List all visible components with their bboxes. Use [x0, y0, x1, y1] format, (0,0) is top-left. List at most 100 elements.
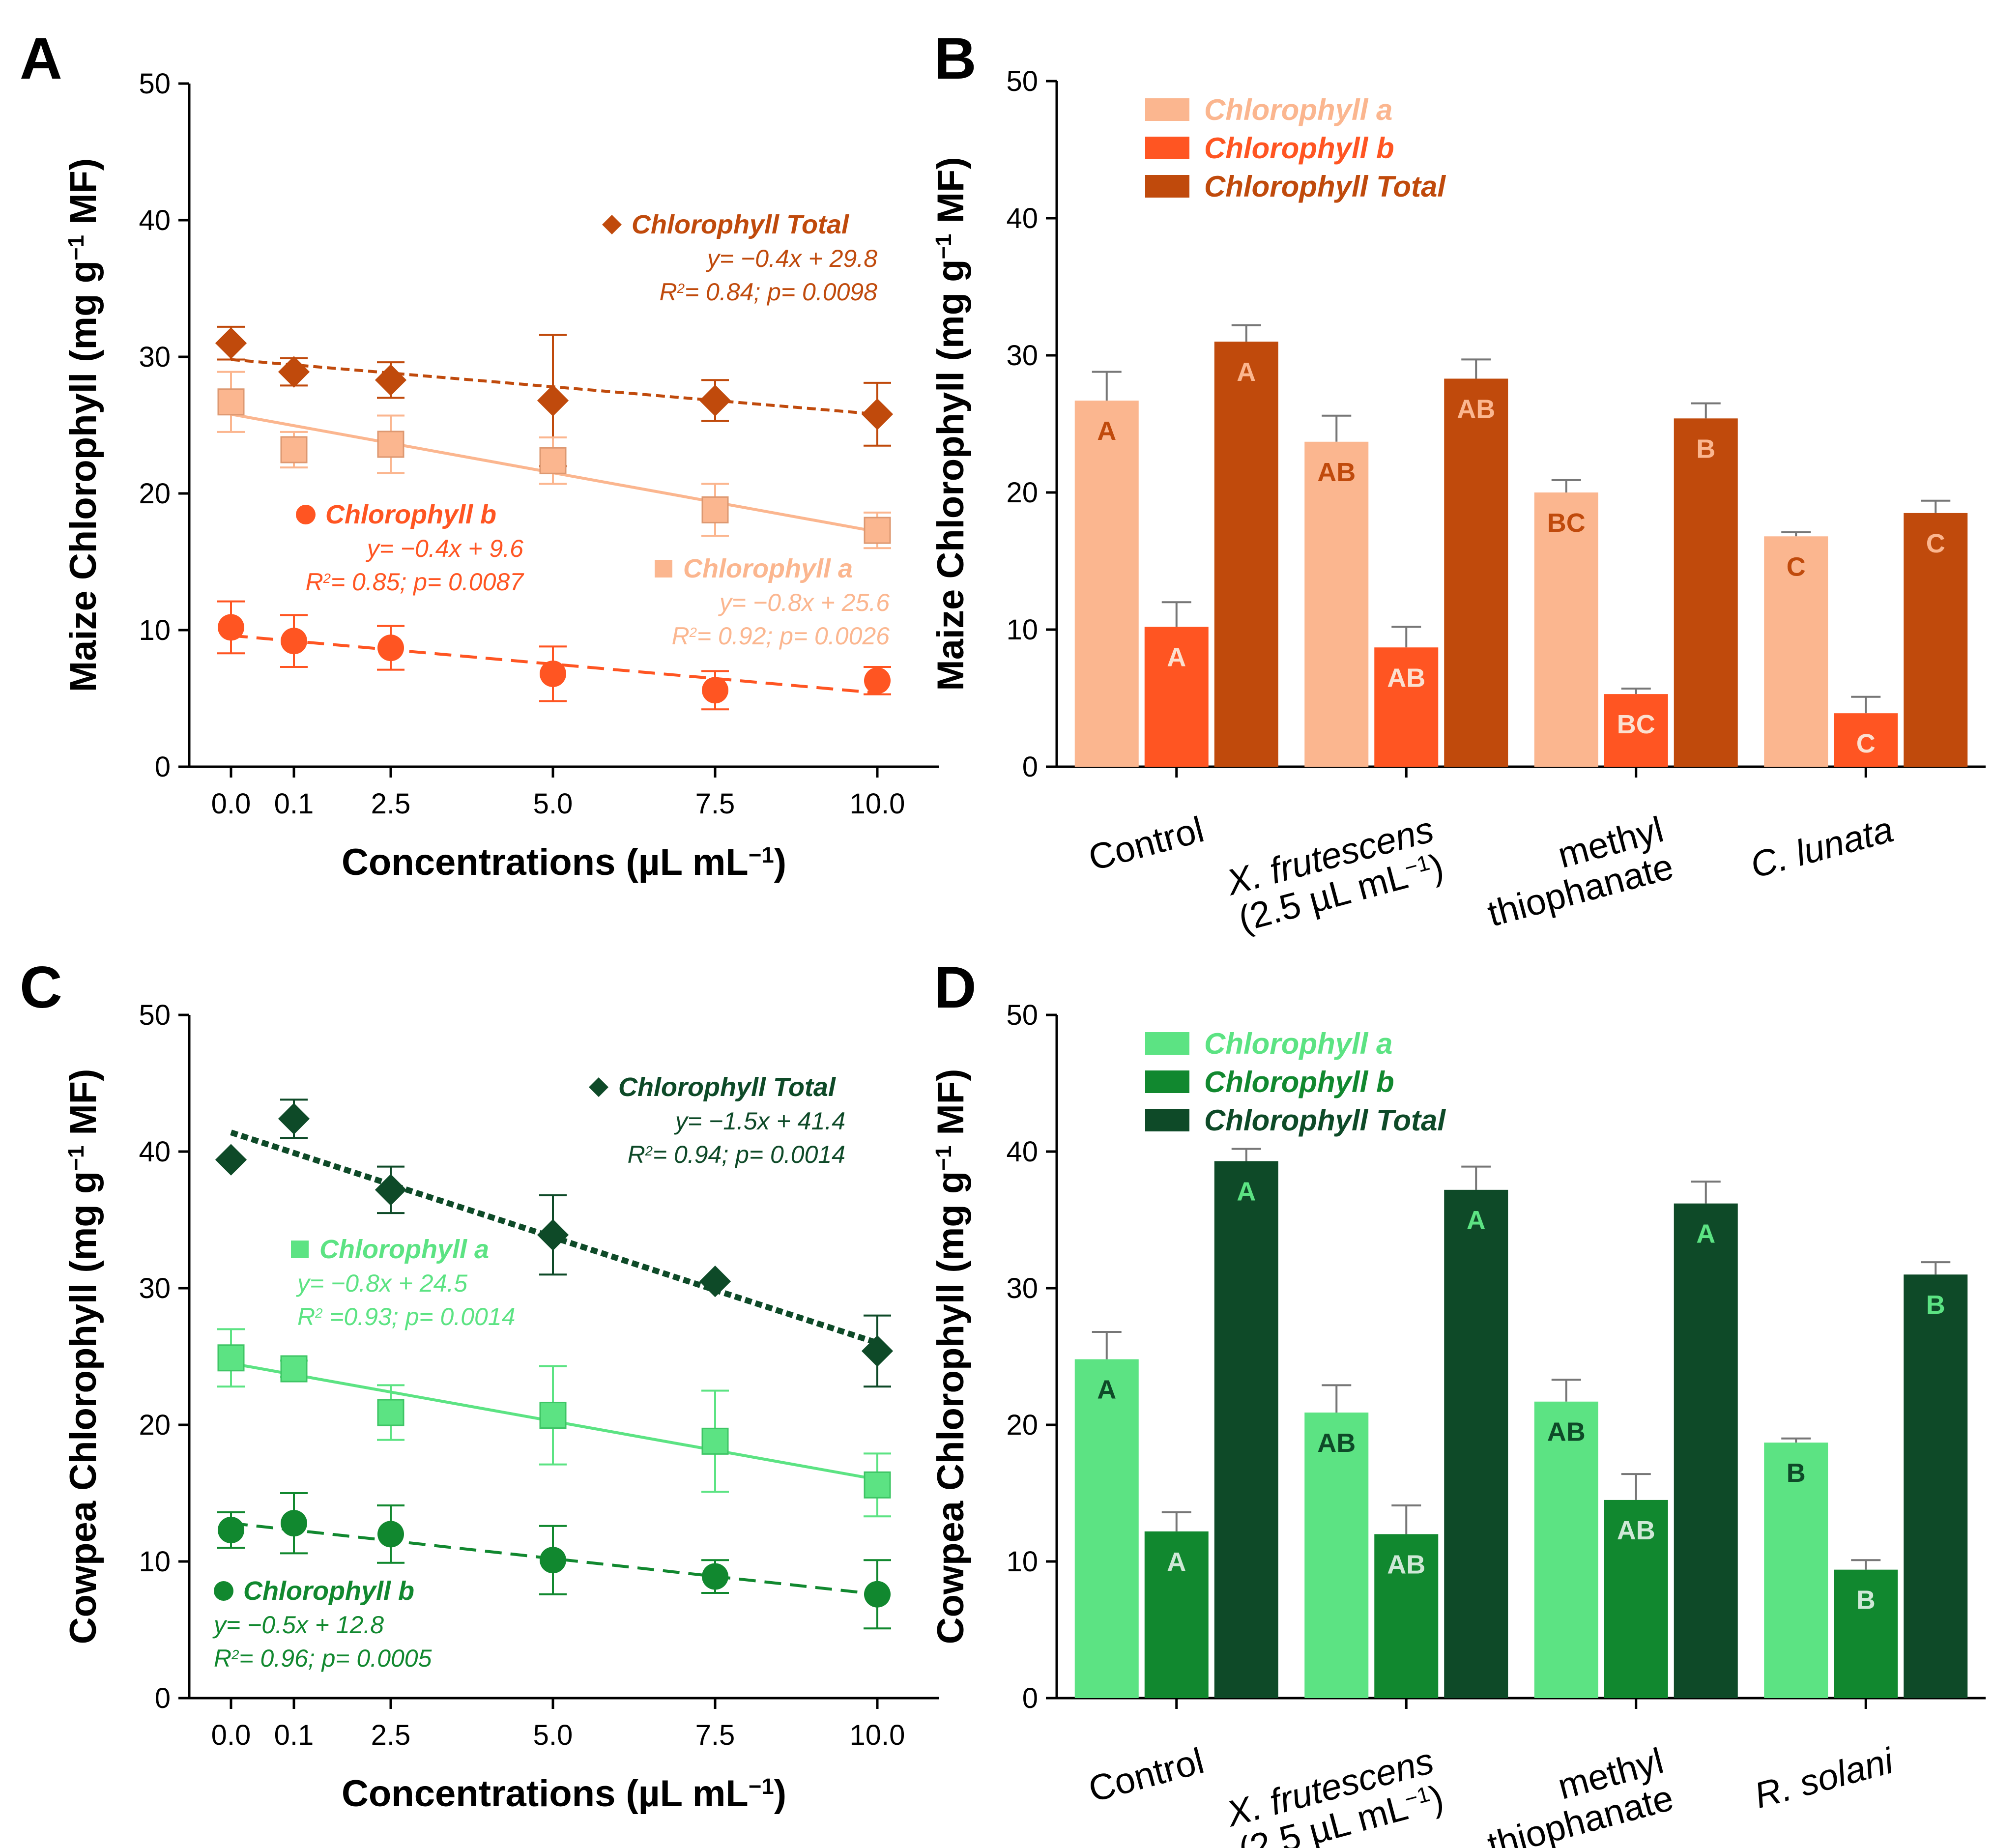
category-label: C. lunata	[1746, 808, 1898, 886]
panel-C: C 0 10 20 30 40 50 Cowpea Chlorophyll (mg g−1 M…	[20, 954, 939, 1815]
category-label-line: Control	[1084, 1740, 1208, 1810]
x-tick-label: 5.0	[533, 1719, 573, 1751]
regression-stats: R2 =0.93; p= 0.0014	[297, 1303, 515, 1330]
data-point	[215, 327, 247, 359]
x-tick-label: 0.1	[274, 1719, 314, 1751]
series-chlorophyll-b: Chlorophyll b y= −0.4x + 9.6 R2= 0.85; p= …	[217, 500, 891, 711]
bar	[1834, 713, 1898, 767]
legend-swatch	[1145, 98, 1189, 121]
bar	[1444, 1189, 1508, 1698]
bar	[1674, 1203, 1738, 1698]
data-point	[537, 384, 569, 417]
series-label: Chlorophyll b	[243, 1576, 414, 1606]
significance-letter: AB	[1387, 1550, 1425, 1579]
legend-marker	[296, 505, 316, 524]
bar	[1374, 647, 1439, 767]
bar	[1764, 536, 1828, 767]
bar	[1604, 694, 1668, 767]
regression-equation: y= −0.8x + 25.6	[718, 589, 890, 616]
category-label: Control	[1084, 1740, 1208, 1810]
data-point	[701, 496, 729, 523]
bar	[1144, 1531, 1209, 1698]
data-point	[281, 1510, 307, 1537]
data-point	[864, 1581, 891, 1608]
y-axis-title: Maize Chlorophyll (mg g−1 MF)	[930, 157, 972, 691]
data-point	[375, 364, 407, 396]
significance-letter: C	[1926, 529, 1945, 558]
significance-letter: C	[1856, 729, 1876, 758]
significance-letter: AB	[1617, 1516, 1655, 1545]
legend-swatch	[1145, 137, 1189, 159]
bar	[1674, 418, 1738, 767]
legend: Chlorophyll a Chlorophyll b Chlorophyll To…	[1145, 1027, 1446, 1137]
x-tick-label: 10.0	[850, 788, 905, 820]
bar	[1304, 441, 1369, 767]
significance-letter: A	[1237, 1177, 1256, 1206]
x-tick-label: 7.5	[695, 788, 735, 820]
x-tick-label: 5.0	[533, 788, 573, 820]
significance-letter: BC	[1617, 710, 1655, 739]
y-tick-label: 20	[1006, 477, 1038, 509]
panel-letter: C	[20, 954, 62, 1020]
y-tick-label: 20	[1006, 1409, 1038, 1441]
significance-letter: A	[1097, 416, 1116, 446]
legend-swatch	[1145, 1070, 1189, 1093]
series-chlorophyll-b: Chlorophyll b y= −0.5x + 12.8 R2= 0.96; p=…	[212, 1492, 891, 1672]
data-point	[377, 635, 404, 662]
category-label: R. solani	[1750, 1740, 1899, 1816]
x-axis-title: Concentrations (µL mL−1)	[342, 841, 786, 883]
panel-letter: B	[934, 26, 977, 91]
significance-letter: B	[1696, 434, 1715, 463]
category-label: X. frutescens(2.5 µL mL−1)	[1221, 1740, 1448, 1848]
y-tick-label: 10	[139, 614, 171, 646]
significance-letter: A	[1167, 1547, 1186, 1577]
bar	[1534, 1401, 1598, 1698]
y-tick-label: 10	[1006, 1546, 1038, 1578]
data-point	[377, 1399, 404, 1426]
y-tick-label: 50	[139, 68, 171, 100]
series-label: Chlorophyll Total	[618, 1072, 836, 1102]
category-label-line: Control	[1084, 808, 1208, 878]
series-chlorophyll-total: Chlorophyll Total y= −0.4x + 29.8 R2= 0.84…	[215, 210, 894, 467]
data-point	[217, 388, 245, 416]
legend-marker	[602, 215, 622, 234]
data-point	[864, 667, 891, 694]
significance-letter: BC	[1547, 508, 1586, 538]
legend-marker	[589, 1077, 608, 1097]
regression-stats: R2= 0.94; p= 0.0014	[628, 1141, 845, 1168]
y-tick-label: 50	[1006, 65, 1038, 97]
significance-letter: AB	[1547, 1417, 1586, 1447]
fit-line	[231, 634, 878, 694]
y-tick-label: 0	[1022, 751, 1038, 783]
legend-label: Chlorophyll a	[1204, 1027, 1392, 1060]
data-point	[861, 398, 894, 430]
data-point	[864, 1471, 891, 1499]
y-tick-label: 30	[1006, 1272, 1038, 1304]
y-tick-label: 40	[139, 204, 171, 236]
bar	[1904, 1274, 1968, 1698]
y-tick-label: 20	[139, 1409, 171, 1441]
bar	[1214, 1161, 1278, 1698]
regression-stats: R2= 0.92; p= 0.0026	[672, 622, 890, 650]
y-tick-label: 10	[1006, 614, 1038, 646]
series-chlorophyll-a: Chlorophyll a y= −0.8x + 25.6 R2= 0.92; p=…	[217, 371, 891, 650]
category-label-line: R. solani	[1750, 1740, 1899, 1816]
panel-A: A 0 10 20 30 40 50 Maize Chlorophyll (mg g−1 MF…	[20, 26, 939, 883]
significance-letter: A	[1097, 1375, 1116, 1405]
bar	[1444, 378, 1508, 767]
series-label: Chlorophyll b	[325, 500, 496, 529]
data-point	[278, 1103, 310, 1135]
data-point	[280, 1355, 308, 1383]
legend-label: Chlorophyll b	[1204, 132, 1394, 165]
bar	[1214, 342, 1278, 767]
y-tick-label: 20	[139, 478, 171, 510]
significance-letter: AB	[1387, 663, 1425, 693]
y-tick-label: 0	[1022, 1682, 1038, 1714]
data-point	[537, 1219, 569, 1251]
panel-D: D 0 10 20 30 40 50 Cowpea Chlorophyll (mg g−1 M…	[930, 954, 1986, 1848]
data-point	[278, 356, 310, 388]
legend-swatch	[1145, 1109, 1189, 1131]
